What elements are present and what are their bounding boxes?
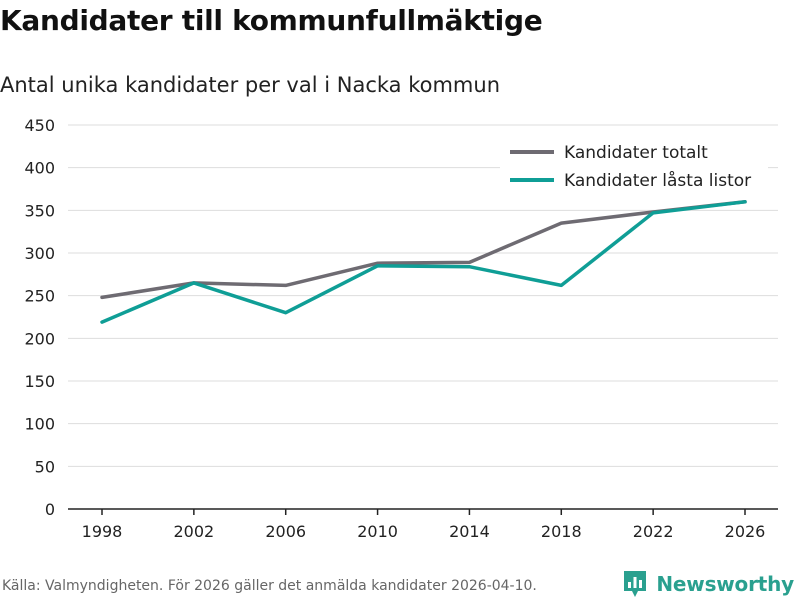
newsworthy-logo-icon [624, 571, 647, 597]
y-tick-label-100: 100 [24, 415, 55, 434]
y-tick-label-250: 250 [24, 287, 55, 306]
y-tick-label-450: 450 [24, 116, 55, 135]
x-tick-label-2014: 2014 [449, 522, 490, 541]
y-tick-label-0: 0 [45, 500, 55, 519]
chart-subtitle: Antal unika kandidater per val i Nacka k… [0, 73, 501, 97]
series-line-1 [100, 200, 747, 300]
series-line-2 [100, 200, 747, 324]
source-note: Källa: Valmyndigheten. För 2026 gäller d… [2, 578, 537, 594]
y-tick-label-150: 150 [24, 372, 55, 391]
y-tick-label-200: 200 [24, 329, 55, 348]
brand-logo: Newsworthy [622, 568, 794, 600]
legend-label-1: Kandidater totalt [564, 143, 708, 163]
x-tick-label-2002: 2002 [173, 522, 214, 541]
y-tick-label-350: 350 [24, 201, 55, 220]
legend-box [500, 138, 768, 196]
x-tick-label-1998: 1998 [82, 522, 123, 541]
chart-title: Kandidater till kommunfullmäktige [0, 4, 543, 37]
y-tick-label-400: 400 [24, 159, 55, 178]
y-tick-label-50: 50 [35, 457, 55, 476]
x-tick-label-2010: 2010 [357, 522, 398, 541]
x-tick-label-2022: 2022 [633, 522, 674, 541]
brand-name: Newsworthy [656, 572, 794, 596]
x-tick-label-2026: 2026 [725, 522, 766, 541]
legend-label-2: Kandidater låsta listor [564, 170, 751, 191]
x-tick-label-2006: 2006 [265, 522, 306, 541]
x-tick-label-2018: 2018 [541, 522, 582, 541]
y-tick-label-300: 300 [24, 244, 55, 263]
